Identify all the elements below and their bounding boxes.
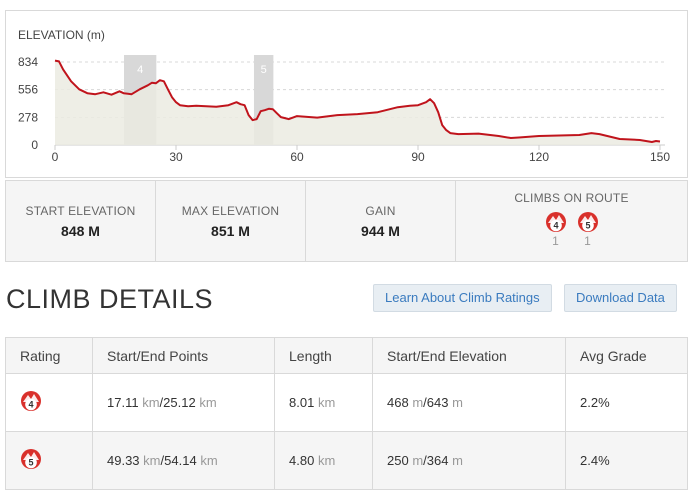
climb-details-heading: CLIMB DETAILS (6, 284, 214, 314)
unit: m (412, 453, 424, 468)
climb-summary-cat4[interactable]: 4 1 (545, 211, 567, 248)
end-point: 54.14 (164, 453, 197, 468)
start-point: 49.33 (107, 453, 140, 468)
column-header-rating: Rating (5, 337, 93, 374)
climb-count: 1 (552, 234, 559, 248)
stat-label: GAIN (365, 203, 396, 218)
stat-value: 848 M (61, 222, 100, 239)
start-end-points-cell: 17.11 km/25.12 km (92, 373, 275, 432)
start-elevation: 250 (387, 453, 409, 468)
table-row[interactable]: 5 49.33 km/54.14 km 4.80 km 250 m/364 m … (5, 431, 688, 490)
stat-climbs-on-route: CLIMBS ON ROUTE 4 1 5 1 (456, 181, 687, 261)
stat-label: START ELEVATION (25, 203, 136, 218)
column-header-start-end-elevation: Start/End Elevation (372, 337, 566, 374)
end-elevation: 643 (426, 395, 449, 410)
x-tick-label: 120 (529, 150, 549, 164)
unit: m (412, 395, 424, 410)
separator: / (160, 453, 165, 468)
climb-category-label: 4 (553, 221, 558, 231)
elevation-area (55, 60, 660, 145)
unit: m (452, 395, 463, 410)
x-tick-label: 150 (650, 150, 670, 164)
column-header-length: Length (274, 337, 373, 374)
separator: / (423, 453, 427, 468)
stat-value: 944 M (361, 222, 400, 239)
climb-region-label: 5 (261, 64, 267, 76)
route-stats: START ELEVATION 848 M MAX ELEVATION 851 … (5, 180, 688, 262)
start-end-elevation-cell: 468 m/643 m (372, 373, 566, 432)
x-tick-label: 90 (411, 150, 425, 164)
x-tick-label: 60 (290, 150, 304, 164)
rating-cell: 4 (5, 373, 93, 432)
column-header-start-end-points: Start/End Points (92, 337, 275, 374)
learn-climb-ratings-button[interactable]: Learn About Climb Ratings (373, 284, 552, 312)
end-elevation: 364 (426, 453, 449, 468)
y-tick-label: 556 (18, 83, 38, 97)
unit: km (142, 395, 160, 410)
length-cell: 4.80 km (274, 431, 373, 490)
climb-count: 1 (584, 234, 591, 248)
table-header-row: Rating Start/End Points Length Start/End… (5, 337, 688, 374)
table-row[interactable]: 4 17.11 km/25.12 km 8.01 km 468 m/643 m … (5, 373, 688, 432)
length-value: 4.80 (289, 453, 315, 468)
stat-value: 851 M (211, 222, 250, 239)
y-tick-label: 0 (31, 138, 38, 152)
unit: km (199, 395, 217, 410)
separator: / (423, 395, 427, 410)
unit: km (200, 453, 218, 468)
elevation-chart[interactable]: ELEVATION (m) 4 5 0 278 556 834 0 30 60 90 120 15… (6, 11, 687, 177)
column-header-avg-grade: Avg Grade (565, 337, 688, 374)
start-elevation: 468 (387, 395, 409, 410)
climb-category-badge-icon: 4 (21, 391, 41, 411)
avg-grade-cell: 2.4% (565, 431, 688, 490)
x-tick-label: 0 (52, 150, 59, 164)
avg-grade-cell: 2.2% (565, 373, 688, 432)
climb-details-table: Rating Start/End Points Length Start/End… (5, 337, 688, 490)
stat-start-elevation: START ELEVATION 848 M (6, 181, 156, 261)
y-tick-label: 278 (18, 110, 38, 124)
separator: / (159, 395, 164, 410)
y-tick-label: 834 (18, 55, 38, 69)
unit: m (452, 453, 463, 468)
unit: km (317, 395, 336, 410)
stat-gain: GAIN 944 M (306, 181, 456, 261)
stat-label: CLIMBS ON ROUTE (514, 191, 629, 205)
climb-category-badge-icon: 5 (21, 449, 41, 469)
climb-summary-cat5[interactable]: 5 1 (577, 211, 599, 248)
elevation-line (54, 59, 661, 143)
unit: km (143, 453, 161, 468)
x-tick-label: 30 (169, 150, 183, 164)
climb-region-label: 4 (137, 64, 143, 76)
start-point: 17.11 (107, 395, 139, 410)
climb-category-label: 4 (28, 400, 33, 410)
stat-max-elevation: MAX ELEVATION 851 M (156, 181, 306, 261)
rating-cell: 5 (5, 431, 93, 490)
chart-title: ELEVATION (m) (18, 28, 105, 42)
climb-category-label: 5 (585, 221, 590, 231)
end-point: 25.12 (163, 395, 196, 410)
length-value: 8.01 (289, 395, 315, 410)
climb-category-label: 5 (28, 458, 33, 468)
start-end-elevation-cell: 250 m/364 m (372, 431, 566, 490)
climb-category-badge-icon: 4 (545, 212, 566, 232)
stat-label: MAX ELEVATION (181, 203, 280, 218)
start-end-points-cell: 49.33 km/54.14 km (92, 431, 275, 490)
unit: km (317, 453, 336, 468)
elevation-chart-panel: ELEVATION (m) 4 5 0 278 556 834 0 30 60 90 120 15… (5, 10, 688, 178)
download-data-button[interactable]: Download Data (564, 284, 677, 312)
climb-category-badge-icon: 5 (577, 212, 598, 232)
length-cell: 8.01 km (274, 373, 373, 432)
